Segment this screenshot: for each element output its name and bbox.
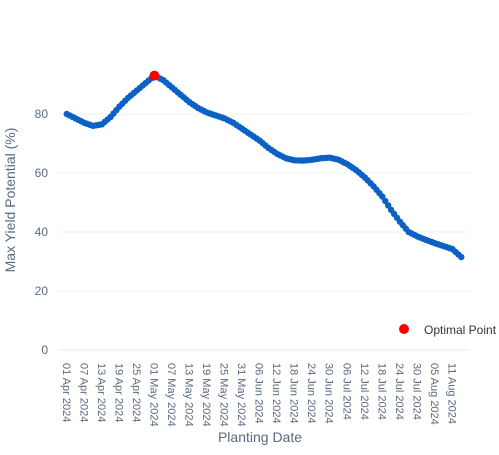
optimal-point-marker [149, 70, 160, 81]
x-tick-labels: 01 Apr 2024 07 Apr 2024 13 Apr 2024 19 Apr … [60, 363, 458, 427]
y-tick-label: 20 [35, 284, 49, 298]
x-tick-label: 12 Jul 2024 [358, 363, 370, 420]
x-tick-label: 13 Apr 2024 [95, 363, 107, 422]
y-tick-labels: 0 20 40 60 80 [35, 107, 49, 357]
x-tick-label: 12 Jun 2024 [270, 363, 282, 424]
x-tick-label: 30 Jun 2024 [323, 363, 335, 424]
data-point [458, 253, 465, 261]
x-tick-label: 19 May 2024 [200, 363, 212, 427]
x-tick-label: 07 Apr 2024 [77, 363, 89, 422]
legend-marker-optimal-point [399, 324, 409, 334]
x-axis-title: Planting Date [218, 429, 302, 445]
y-tick-label: 60 [35, 166, 49, 180]
x-tick-label: 31 May 2024 [235, 363, 247, 427]
x-tick-label: 01 Apr 2024 [60, 363, 72, 422]
x-tick-label: 13 May 2024 [182, 363, 194, 427]
y-tick-label: 40 [35, 225, 49, 239]
x-tick-label: 30 Jul 2024 [410, 363, 422, 420]
x-tick-label: 19 Apr 2024 [112, 363, 124, 422]
y-axis-title: Max Yield Potential (%) [2, 128, 18, 273]
x-tick-label: 07 May 2024 [165, 363, 177, 427]
x-tick-label: 25 May 2024 [218, 363, 230, 427]
grid [58, 113, 470, 351]
x-tick-label: 06 Jul 2024 [340, 363, 352, 420]
optimal-point-series [149, 70, 160, 81]
x-tick-label: 05 Aug 2024 [428, 363, 440, 425]
y-tick-label: 80 [35, 107, 49, 121]
x-tick-label: 18 Jun 2024 [288, 363, 300, 424]
x-tick-label: 11 Aug 2024 [445, 363, 457, 424]
x-tick-label: 01 May 2024 [147, 363, 159, 427]
x-tick-label: 06 Jun 2024 [253, 363, 265, 424]
x-tick-label: 24 Jun 2024 [305, 363, 317, 424]
x-tick-label: 24 Jul 2024 [393, 363, 405, 420]
x-tick-label: 18 Jul 2024 [375, 363, 387, 420]
yield-curve-series [63, 72, 465, 261]
legend-label-optimal-point: Optimal Point [424, 323, 497, 337]
x-tick-label: 25 Apr 2024 [130, 363, 142, 422]
legend: Optimal Point [399, 323, 497, 337]
y-tick-label: 0 [41, 343, 48, 357]
